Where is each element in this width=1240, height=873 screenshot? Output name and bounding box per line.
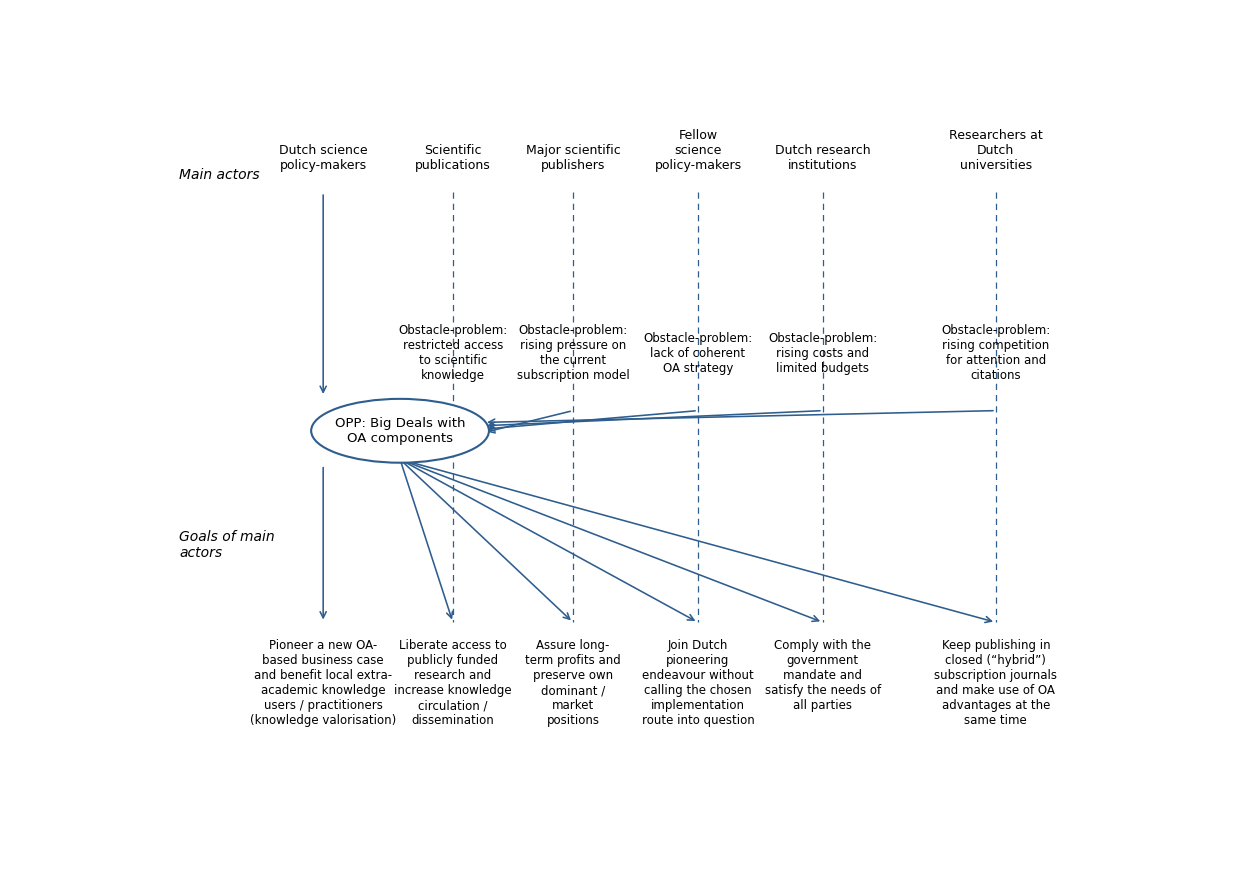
Text: Main actors: Main actors bbox=[179, 168, 259, 182]
Text: Dutch research
institutions: Dutch research institutions bbox=[775, 144, 870, 172]
Text: Comply with the
government
mandate and
satisfy the needs of
all parties: Comply with the government mandate and s… bbox=[765, 639, 880, 712]
Text: Obstacle-problem:
rising competition
for attention and
citations: Obstacle-problem: rising competition for… bbox=[941, 325, 1050, 382]
Text: Researchers at
Dutch
universities: Researchers at Dutch universities bbox=[949, 129, 1043, 172]
Text: Join Dutch
pioneering
endeavour without
calling the chosen
implementation
route : Join Dutch pioneering endeavour without … bbox=[641, 639, 754, 727]
Text: Assure long-
term profits and
preserve own
dominant /
market
positions: Assure long- term profits and preserve o… bbox=[526, 639, 621, 727]
Text: Liberate access to
publicly funded
research and
increase knowledge
circulation /: Liberate access to publicly funded resea… bbox=[394, 639, 512, 727]
Text: Obstacle-problem:
lack of coherent
OA strategy: Obstacle-problem: lack of coherent OA st… bbox=[644, 332, 753, 375]
Text: Obstacle-problem:
rising costs and
limited budgets: Obstacle-problem: rising costs and limit… bbox=[769, 332, 878, 375]
Text: Obstacle-problem:
rising pressure on
the current
subscription model: Obstacle-problem: rising pressure on the… bbox=[517, 325, 630, 382]
Text: Goals of main
actors: Goals of main actors bbox=[179, 530, 274, 560]
Text: Scientific
publications: Scientific publications bbox=[415, 144, 491, 172]
Text: Major scientific
publishers: Major scientific publishers bbox=[526, 144, 620, 172]
Text: Fellow
science
policy-makers: Fellow science policy-makers bbox=[655, 129, 742, 172]
Text: Obstacle-problem:
restricted access
to scientific
knowledge: Obstacle-problem: restricted access to s… bbox=[398, 325, 507, 382]
Text: Keep publishing in
closed (“hybrid”)
subscription journals
and make use of OA
ad: Keep publishing in closed (“hybrid”) sub… bbox=[935, 639, 1058, 727]
Ellipse shape bbox=[311, 399, 489, 463]
Text: Dutch science
policy-makers: Dutch science policy-makers bbox=[279, 144, 367, 172]
Text: Pioneer a new OA-
based business case
and benefit local extra-
academic knowledg: Pioneer a new OA- based business case an… bbox=[250, 639, 397, 727]
Text: OPP: Big Deals with
OA components: OPP: Big Deals with OA components bbox=[335, 416, 465, 444]
